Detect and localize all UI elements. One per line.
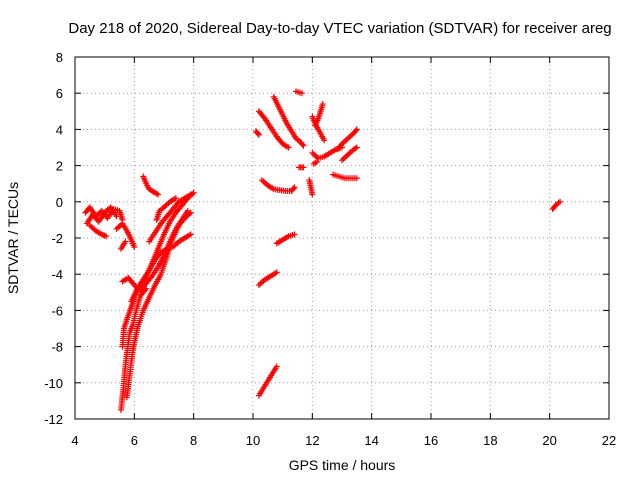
y-tick-label: 4 bbox=[56, 122, 63, 137]
series-cluster-12h bbox=[309, 101, 360, 182]
data-point bbox=[353, 144, 360, 151]
data-point bbox=[285, 144, 292, 151]
series-late-20h bbox=[549, 198, 564, 213]
data-point bbox=[257, 280, 264, 287]
data-point bbox=[155, 191, 162, 198]
data-point bbox=[88, 223, 95, 230]
data-point bbox=[347, 149, 354, 156]
data-point bbox=[352, 127, 359, 134]
data-point bbox=[122, 238, 129, 245]
x-tick-label: 8 bbox=[190, 433, 197, 448]
data-point bbox=[313, 158, 320, 165]
data-point bbox=[344, 135, 351, 142]
data-point bbox=[115, 224, 122, 231]
series-cluster-10h bbox=[252, 88, 316, 399]
y-tick-label: -6 bbox=[51, 303, 63, 318]
data-point bbox=[346, 134, 353, 141]
data-point bbox=[340, 155, 347, 162]
data-point bbox=[346, 150, 353, 157]
x-tick-label: 14 bbox=[364, 433, 378, 448]
data-point bbox=[163, 201, 170, 208]
data-point bbox=[290, 185, 297, 192]
y-tick-label: -10 bbox=[44, 376, 63, 391]
series-steep-rise-a bbox=[117, 285, 150, 413]
data-point bbox=[339, 157, 345, 164]
data-point bbox=[309, 191, 316, 198]
x-tick-label: 16 bbox=[424, 433, 438, 448]
x-axis-label: GPS time / hours bbox=[289, 457, 396, 473]
data-point bbox=[113, 225, 120, 232]
data-point bbox=[300, 164, 307, 171]
data-point bbox=[261, 179, 268, 186]
x-tick-label: 12 bbox=[305, 433, 319, 448]
data-point bbox=[321, 137, 328, 144]
data-point bbox=[310, 151, 317, 158]
data-point bbox=[255, 131, 262, 138]
x-tick-label: 10 bbox=[246, 433, 260, 448]
data-point bbox=[255, 282, 262, 289]
y-tick-label: 2 bbox=[56, 159, 63, 174]
data-point bbox=[300, 142, 307, 149]
data-point bbox=[258, 177, 265, 184]
data-point bbox=[89, 225, 96, 232]
data-point bbox=[347, 132, 354, 139]
y-tick-label: -8 bbox=[51, 340, 63, 355]
x-tick-label: 6 bbox=[131, 433, 138, 448]
data-point bbox=[103, 233, 110, 240]
data-point bbox=[291, 231, 298, 238]
data-point bbox=[254, 130, 261, 137]
data-point bbox=[273, 269, 280, 276]
y-tick-label: 0 bbox=[56, 195, 63, 210]
data-point bbox=[309, 149, 316, 156]
x-tick-label: 22 bbox=[602, 433, 616, 448]
axis-ticks: 4 6 8 10 12 14 16 18 20 22 -12 -10 -8 -6 -4 -2 0 2 4 6 8 bbox=[44, 50, 616, 448]
series-mid-bundle bbox=[119, 173, 194, 294]
data-point bbox=[273, 363, 280, 370]
data-point bbox=[343, 153, 350, 160]
data-point bbox=[557, 198, 564, 205]
data-point bbox=[187, 191, 194, 198]
data-point bbox=[172, 195, 179, 202]
y-tick-label: -2 bbox=[51, 231, 63, 246]
series-cluster-4h bbox=[82, 204, 138, 252]
y-tick-label: -4 bbox=[51, 267, 63, 282]
x-tick-label: 18 bbox=[483, 433, 497, 448]
grid bbox=[75, 57, 609, 419]
data-point bbox=[555, 199, 562, 206]
y-tick-label: 6 bbox=[56, 86, 63, 101]
data-point bbox=[343, 136, 350, 143]
data-point bbox=[353, 126, 360, 133]
data-point bbox=[341, 138, 348, 145]
data-points bbox=[82, 88, 564, 413]
data-point bbox=[187, 231, 194, 238]
data-point bbox=[298, 90, 305, 97]
data-point bbox=[258, 279, 265, 286]
y-tick-label: 8 bbox=[56, 50, 63, 65]
data-point bbox=[260, 178, 267, 185]
data-point bbox=[353, 175, 360, 182]
chart-title: Day 218 of 2020, Sidereal Day-to-day VTE… bbox=[68, 20, 611, 37]
x-tick-label: 20 bbox=[542, 433, 556, 448]
y-axis-label: SDTVAR / TECUs bbox=[5, 182, 21, 294]
data-point bbox=[113, 213, 120, 220]
data-point bbox=[131, 244, 138, 251]
data-point bbox=[344, 151, 351, 158]
data-point bbox=[184, 207, 191, 214]
y-tick-label: -12 bbox=[44, 412, 63, 427]
data-point bbox=[116, 223, 123, 230]
data-point bbox=[291, 184, 298, 191]
data-point bbox=[341, 154, 348, 161]
data-point bbox=[299, 141, 306, 148]
x-tick-label: 4 bbox=[71, 433, 78, 448]
data-point bbox=[319, 101, 326, 108]
data-point bbox=[312, 159, 319, 166]
